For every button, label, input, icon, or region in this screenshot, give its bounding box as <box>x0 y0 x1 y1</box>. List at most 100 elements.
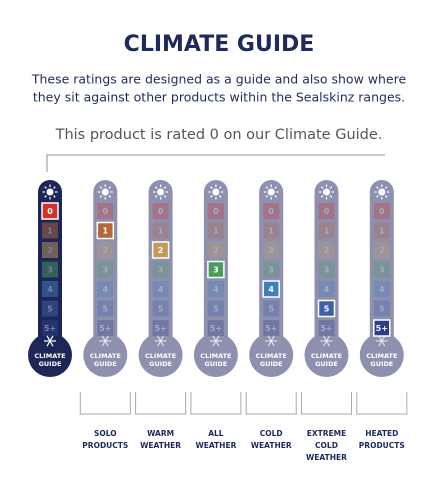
level-label: 3 <box>213 266 219 275</box>
level-cell <box>97 203 114 219</box>
level-label: 5+ <box>376 324 388 333</box>
level-label: 3 <box>103 266 109 275</box>
category-label: WEATHER <box>306 453 347 462</box>
level-cell <box>152 261 169 278</box>
sun-ray <box>108 195 112 198</box>
category-label: HEATED <box>365 429 398 438</box>
snowflake <box>101 335 109 347</box>
bulb <box>138 333 183 377</box>
bulb-label: CLIMATE <box>311 352 342 360</box>
level-cell <box>318 281 335 297</box>
level-label: 3 <box>268 266 274 275</box>
sun-icon <box>157 188 165 196</box>
level-cell <box>373 242 390 258</box>
bulb-label: CLIMATE <box>90 352 121 360</box>
category-label: WEATHER <box>140 441 181 450</box>
sun-ray <box>274 195 277 198</box>
level-label: 5+ <box>154 324 166 333</box>
level-label: 3 <box>379 266 385 275</box>
category-label: WEATHER <box>195 441 236 450</box>
category-label: PRODUCTS <box>359 441 405 450</box>
level-label: 2 <box>213 246 219 255</box>
bulb-label: CLIMATE <box>200 352 231 360</box>
tube <box>259 180 284 350</box>
sun-icon <box>212 188 220 196</box>
level-label: 4 <box>268 285 274 294</box>
level-cell <box>263 300 280 317</box>
sun-ray <box>329 186 333 189</box>
sun-ray <box>44 195 47 198</box>
sun-ray <box>53 186 56 189</box>
level-label: 4 <box>103 285 109 294</box>
bulb-label: GUIDE <box>260 360 283 368</box>
level-label: 1 <box>324 227 330 236</box>
level-cell-highlight <box>317 299 336 318</box>
level-cell <box>42 242 58 258</box>
sun-ray <box>384 195 388 198</box>
sun-ray <box>265 186 269 189</box>
sun-ray <box>320 195 324 198</box>
level-label: 4 <box>379 285 385 294</box>
bracket <box>135 392 187 415</box>
level-label: 4 <box>213 285 219 294</box>
level-label: 4 <box>158 285 164 294</box>
level-cell <box>373 300 390 317</box>
bracket <box>245 392 297 415</box>
level-cell <box>42 222 58 239</box>
level-label: 5 <box>158 305 164 314</box>
bulb <box>28 333 72 377</box>
level-label: 4 <box>324 285 330 294</box>
sun-ray <box>163 186 167 189</box>
sun-ray <box>320 186 324 189</box>
level-cell-highlight <box>207 260 225 279</box>
level-cell <box>42 300 58 317</box>
sun-ray <box>108 186 112 189</box>
level-cell <box>207 222 224 239</box>
snowflake <box>46 335 54 347</box>
bulb-label: CLIMATE <box>256 352 287 360</box>
snowflake <box>378 335 386 347</box>
level-label: 3 <box>47 266 53 275</box>
bulb <box>83 333 128 377</box>
level-label: 0 <box>47 207 53 216</box>
sun-ray <box>274 186 277 189</box>
category-label: EXTREME <box>307 429 347 438</box>
sun-ray <box>154 186 158 189</box>
sun-ray <box>99 195 103 198</box>
level-cell <box>42 320 58 336</box>
level-cell <box>152 320 169 336</box>
category-label: WARM <box>147 429 174 438</box>
level-label: 0 <box>213 207 219 216</box>
bulb-label: GUIDE <box>370 360 393 368</box>
level-cell <box>318 320 335 336</box>
level-cell <box>318 242 335 258</box>
sun-ray <box>329 195 333 198</box>
bulb-label: GUIDE <box>315 360 338 368</box>
subtitle: they sit against other products within t… <box>33 90 405 105</box>
bulb-label: CLIMATE <box>34 352 65 360</box>
bracket <box>356 392 408 415</box>
level-cell <box>42 281 58 297</box>
level-cell <box>373 281 390 297</box>
sun-ray <box>99 186 103 189</box>
level-label: 2 <box>47 246 53 255</box>
sun-ray <box>154 195 158 198</box>
sun-icon <box>46 188 54 196</box>
level-cell <box>318 222 335 239</box>
level-cell <box>97 281 114 297</box>
sun-ray <box>44 186 47 189</box>
category-label: ALL <box>208 429 224 438</box>
level-label: 0 <box>324 207 330 216</box>
level-cell <box>152 281 169 297</box>
snowflake <box>157 335 165 347</box>
level-label: 3 <box>158 266 164 275</box>
level-label: 0 <box>158 207 164 216</box>
bracket <box>301 392 352 415</box>
category-label: COLD <box>315 441 338 450</box>
level-cell <box>207 281 224 297</box>
bulb <box>359 333 404 377</box>
level-cell <box>207 203 224 219</box>
level-label: 2 <box>103 246 109 255</box>
sun-ray <box>210 195 213 198</box>
